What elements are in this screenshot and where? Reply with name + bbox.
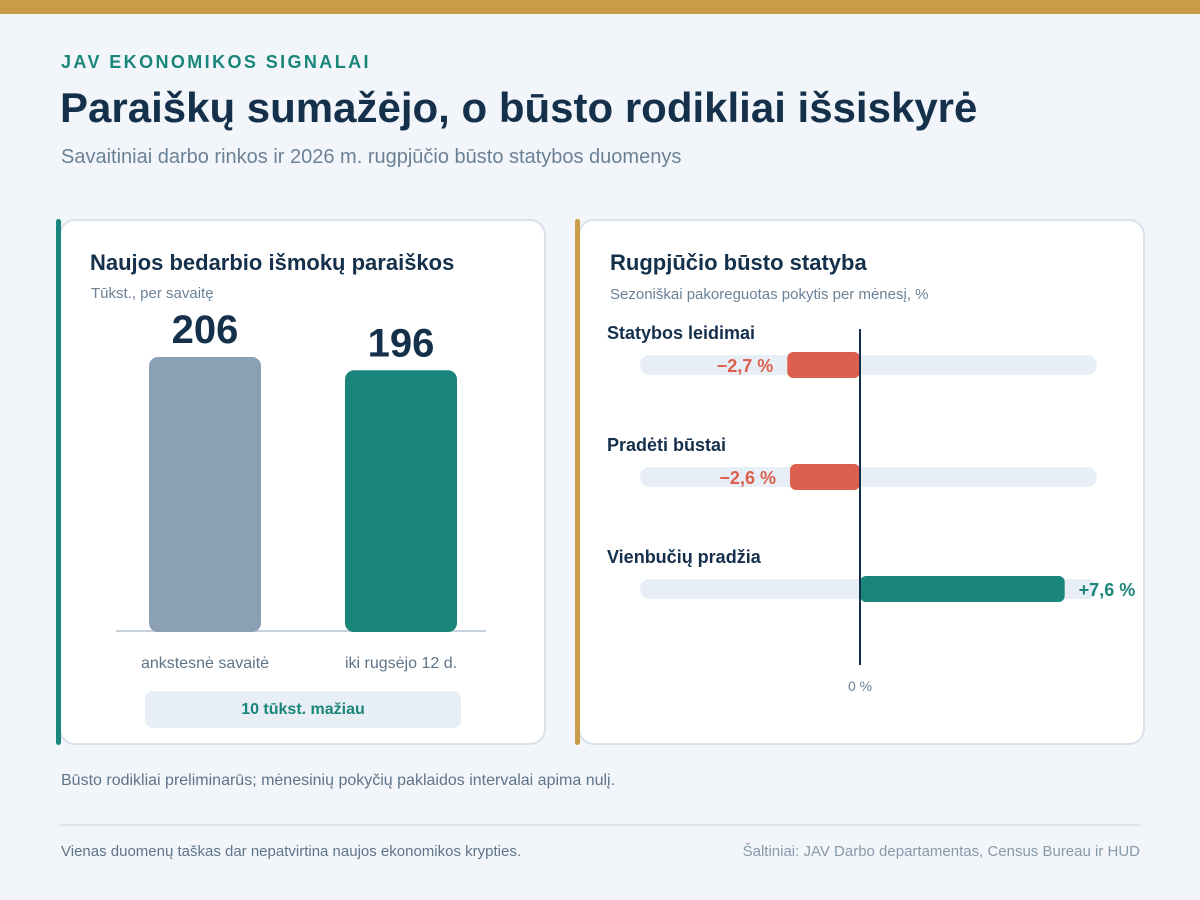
housing-bar-category: Vienbučių pradžia	[607, 547, 762, 567]
claims-difference-badge: 10 tūkst. mažiau	[145, 691, 461, 728]
housing-bar-track	[640, 355, 1097, 375]
claims-bar-value: 206	[172, 308, 239, 352]
housing-card-accent	[575, 219, 580, 745]
page-subtitle: Savaitiniai darbo rinkos ir 2026 m. rugp…	[61, 146, 682, 168]
housing-bar	[787, 352, 860, 378]
housing-chart-title: Rugpjūčio būsto statyba	[610, 250, 867, 275]
housing-bar-category: Statybos leidimai	[607, 323, 755, 343]
housing-chart-subtitle: Sezoniškai pakoreguotas pokytis per mėne…	[610, 286, 929, 303]
housing-bar-value: −2,6 %	[719, 468, 776, 488]
claims-bar-category: ankstesnė savaitė	[141, 655, 269, 672]
footer-sources: Šaltiniai: JAV Darbo departamentas, Cens…	[742, 843, 1140, 860]
footer-caveat: Vienas duomenų taškas dar nepatvirtina n…	[61, 843, 521, 860]
footer-divider	[60, 824, 1140, 826]
claims-bar-category: iki rugsėjo 12 d.	[345, 655, 457, 672]
housing-bar-track	[640, 467, 1097, 487]
housing-bar	[860, 576, 1065, 602]
claims-card-accent	[56, 219, 61, 745]
claims-chart-title: Naujos bedarbio išmokų paraiškos	[90, 250, 455, 275]
housing-bar	[789, 464, 860, 490]
top-accent-bar	[0, 0, 1200, 14]
claims-bar	[345, 370, 457, 632]
claims-chart-subtitle: Tūkst., per savaitę	[91, 285, 214, 302]
claims-card	[59, 219, 546, 745]
housing-zero-label: 0 %	[848, 678, 872, 694]
housing-bar-category: Pradėti būstai	[607, 435, 726, 455]
claims-bar	[149, 356, 261, 632]
preliminary-note: Būsto rodikliai preliminarūs; mėnesinių …	[61, 772, 616, 789]
eyebrow-label: JAV EKONOMIKOS SIGNALAI	[61, 52, 371, 72]
claims-bar-value: 196	[368, 321, 435, 365]
housing-bar-value: −2,7 %	[717, 356, 774, 376]
page-title: Paraiškų sumažėjo, o būsto rodikliai išs…	[60, 84, 978, 131]
housing-bar-value: +7,6 %	[1079, 580, 1136, 600]
